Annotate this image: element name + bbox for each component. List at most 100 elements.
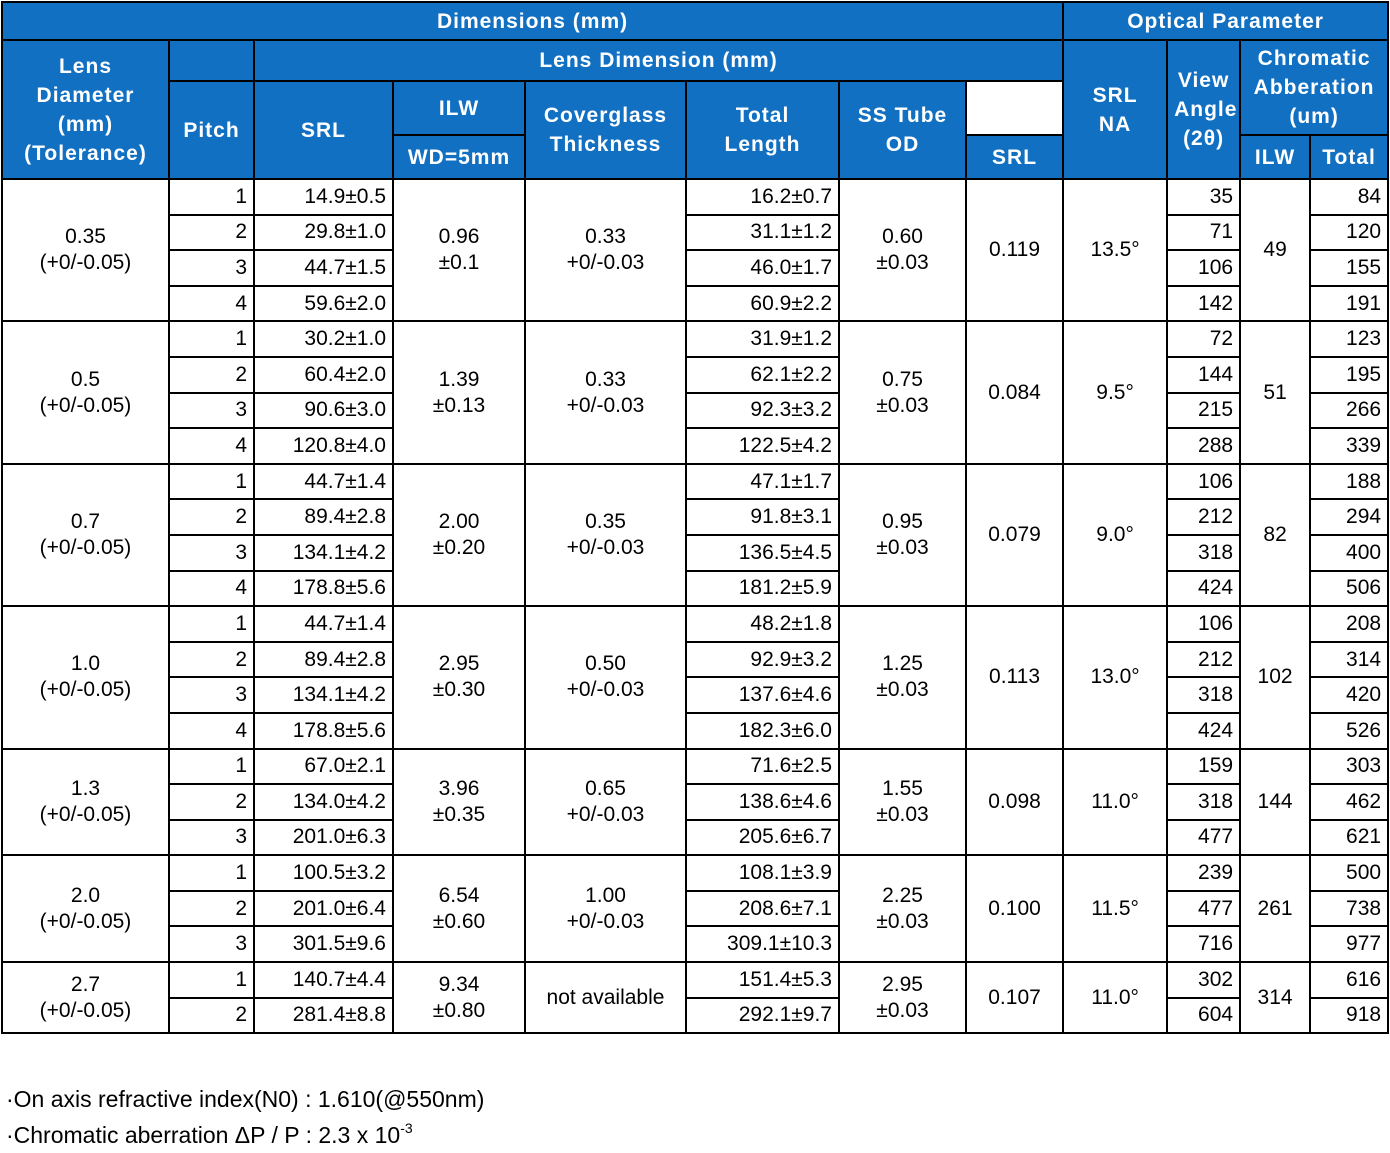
coverglass-cell: not available [524,961,687,1035]
diameter-value: 0.5 [70,367,101,391]
coverglass-line: 0.50 [585,652,626,676]
diameter-value: 1.0 [70,652,101,676]
notes: ·On axis refractive index(N0) : 1.610(@5… [6,1081,484,1153]
ca-srl-cell: 302 [1166,961,1242,999]
srl-cell: 59.6±2.0 [253,284,394,323]
pitch-cell: 1 [168,320,255,358]
total-length-cell: 71.6±2.5 [685,747,840,786]
srl-cell: 14.9±0.5 [253,178,394,216]
diameter-value: 0.7 [70,509,101,533]
ca-total-cell: 526 [1309,711,1390,750]
ca-total-cell: 977 [1309,925,1390,964]
table-row: 2.0 (+0/-0.05) 1 100.5±3.2 6.54 ±0.60 1.00 +0/-… [1,854,1390,964]
ss-tube-line: ±0.03 [876,998,929,1022]
coverglass-cell: 0.35 +0/-0.03 [524,462,687,608]
srl-na-cell: 0.098 [964,747,1065,857]
ilw-line: ±0.30 [432,678,486,702]
ca-total-cell: 84 [1309,178,1390,216]
ilw-header: ILW [392,80,526,136]
ca-srl-cell: 477 [1166,889,1242,928]
view-angle-cell: 13.5° [1062,177,1169,323]
view-angle-line: (2θ) [1183,127,1225,150]
table-row: 1.3 (+0/-0.05) 1 67.0±2.1 3.96 ±0.35 0.65 +0/-0… [1,747,1390,857]
ss-tube-line: 1.55 [882,776,923,800]
total-length-cell: 181.2±5.9 [685,569,840,608]
lens-diameter-line: Diameter [36,83,135,107]
lens-diameter-cell: 1.3 (+0/-0.05) [1,747,170,857]
pitch-cell: 3 [168,533,255,572]
table-row: 0.5 (+0/-0.05) 1 30.2±1.0 1.39 ±0.13 0.33 +0/-0… [1,320,1390,465]
ca-total-cell: 188 [1309,462,1390,501]
total-length-cell: 182.3±6.0 [685,711,840,750]
ss-tube-line: ±0.03 [876,393,929,417]
ca-srl-cell: 318 [1166,783,1242,821]
pitch-cell: 3 [168,925,255,964]
lens-diameter-cell: 0.5 (+0/-0.05) [1,320,170,465]
ca-total-cell: 191 [1309,284,1390,323]
ca-srl-cell: 159 [1166,747,1242,786]
coverglass-cell: 0.65 +0/-0.03 [524,747,687,857]
coverglass-line: +0/-0.03 [566,909,645,933]
ca-ilw-cell: 261 [1239,854,1312,964]
ss-tube-cell: 0.60 ±0.03 [838,177,967,323]
coverglass-line: +0/-0.03 [566,802,645,826]
optical-parameter-header: Optical Parameter [1062,1,1390,41]
pitch-cell: 4 [168,569,255,608]
ss-tube-line: SS Tube [857,104,948,127]
ca-ilw-cell: 314 [1239,961,1312,1035]
ilw-line: 1.39 [438,367,480,391]
coverglass-line: Thickness [549,133,662,156]
chromatic-line: Chromatic [1257,47,1371,70]
pitch-cell: 2 [168,889,255,928]
ss-tube-cell: 0.95 ±0.03 [838,462,967,608]
tolerance-value: (+0/-0.05) [39,802,132,826]
total-length-cell: 151.4±5.3 [685,961,840,999]
table-row: 1.0 (+0/-0.05) 1 44.7±1.4 2.95 ±0.30 0.50 +0/-0… [1,605,1390,750]
chromatic-line: Abberation [1253,76,1375,99]
srl-cell: 30.2±1.0 [253,320,394,358]
tolerance-value: (+0/-0.05) [39,393,132,417]
ss-tube-line: 2.95 [882,972,923,996]
coverglass-line: not available [546,985,665,1009]
pitch-cell: 1 [168,854,255,892]
chromatic-line: (um) [1289,105,1339,128]
lens-diameter-cell: 0.35 (+0/-0.05) [1,177,170,323]
ca-srl-cell: 215 [1166,391,1242,430]
tolerance-value: (+0/-0.05) [39,909,132,933]
ca-srl-cell: 477 [1166,818,1242,857]
table-row: 2.7 (+0/-0.05) 1 140.7±4.4 9.34 ±0.80 not avai… [1,961,1390,1035]
table-row: 3 134.1±4.2 137.6±4.6 318 420 [2,676,1390,714]
table-row: 4 178.8±5.6 182.3±6.0 424 526 [2,711,1390,750]
ss-tube-line: 0.95 [882,509,923,533]
total-length-cell: 108.1±3.9 [685,854,840,892]
diameter-value: 2.7 [70,972,101,996]
lens-diameter-line: Lens [58,54,112,78]
chromatic-aberration-note: ·Chromatic aberration ΔP / P : 2.3 x 10-… [6,1117,484,1153]
ss-tube-line: ±0.03 [876,535,929,559]
pitch-cell: 1 [168,961,255,999]
ca-total-cell: 120 [1309,213,1390,252]
ilw-cell: 0.96 ±0.1 [392,177,526,323]
srl-na-cell: 0.113 [964,605,1065,750]
ss-tube-cell: 2.95 ±0.03 [838,961,967,1035]
pitch-cell: 3 [168,391,255,430]
table-row: 3 201.0±6.3 205.6±6.7 477 621 [2,818,1390,857]
refractive-index-note: ·On axis refractive index(N0) : 1.610(@5… [6,1086,485,1112]
lens-spec-table: Dimensions (mm) Optical Parameter Lens D… [0,1,1390,1035]
srl-cell: 281.4±8.8 [253,996,394,1035]
ca-srl-cell: 212 [1166,498,1242,536]
pitch-cell: 2 [168,783,255,821]
ss-tube-line: ±0.03 [876,802,929,826]
ilw-line: ±0.60 [432,909,486,933]
ss-tube-line: 0.75 [882,367,923,391]
srl-na-cell: 0.084 [964,320,1065,465]
coverglass-line: 0.33 [585,225,626,249]
ilw-line: ±0.80 [432,998,486,1022]
total-length-cell: 62.1±2.2 [685,355,840,394]
ss-tube-line: 1.25 [882,652,923,676]
coverglass-cell: 1.00 +0/-0.03 [524,854,687,964]
ca-srl-cell: 424 [1166,711,1242,750]
pitch-header-spacer [168,39,255,82]
coverglass-line: 0.65 [585,776,626,800]
ca-srl-cell: 239 [1166,854,1242,892]
